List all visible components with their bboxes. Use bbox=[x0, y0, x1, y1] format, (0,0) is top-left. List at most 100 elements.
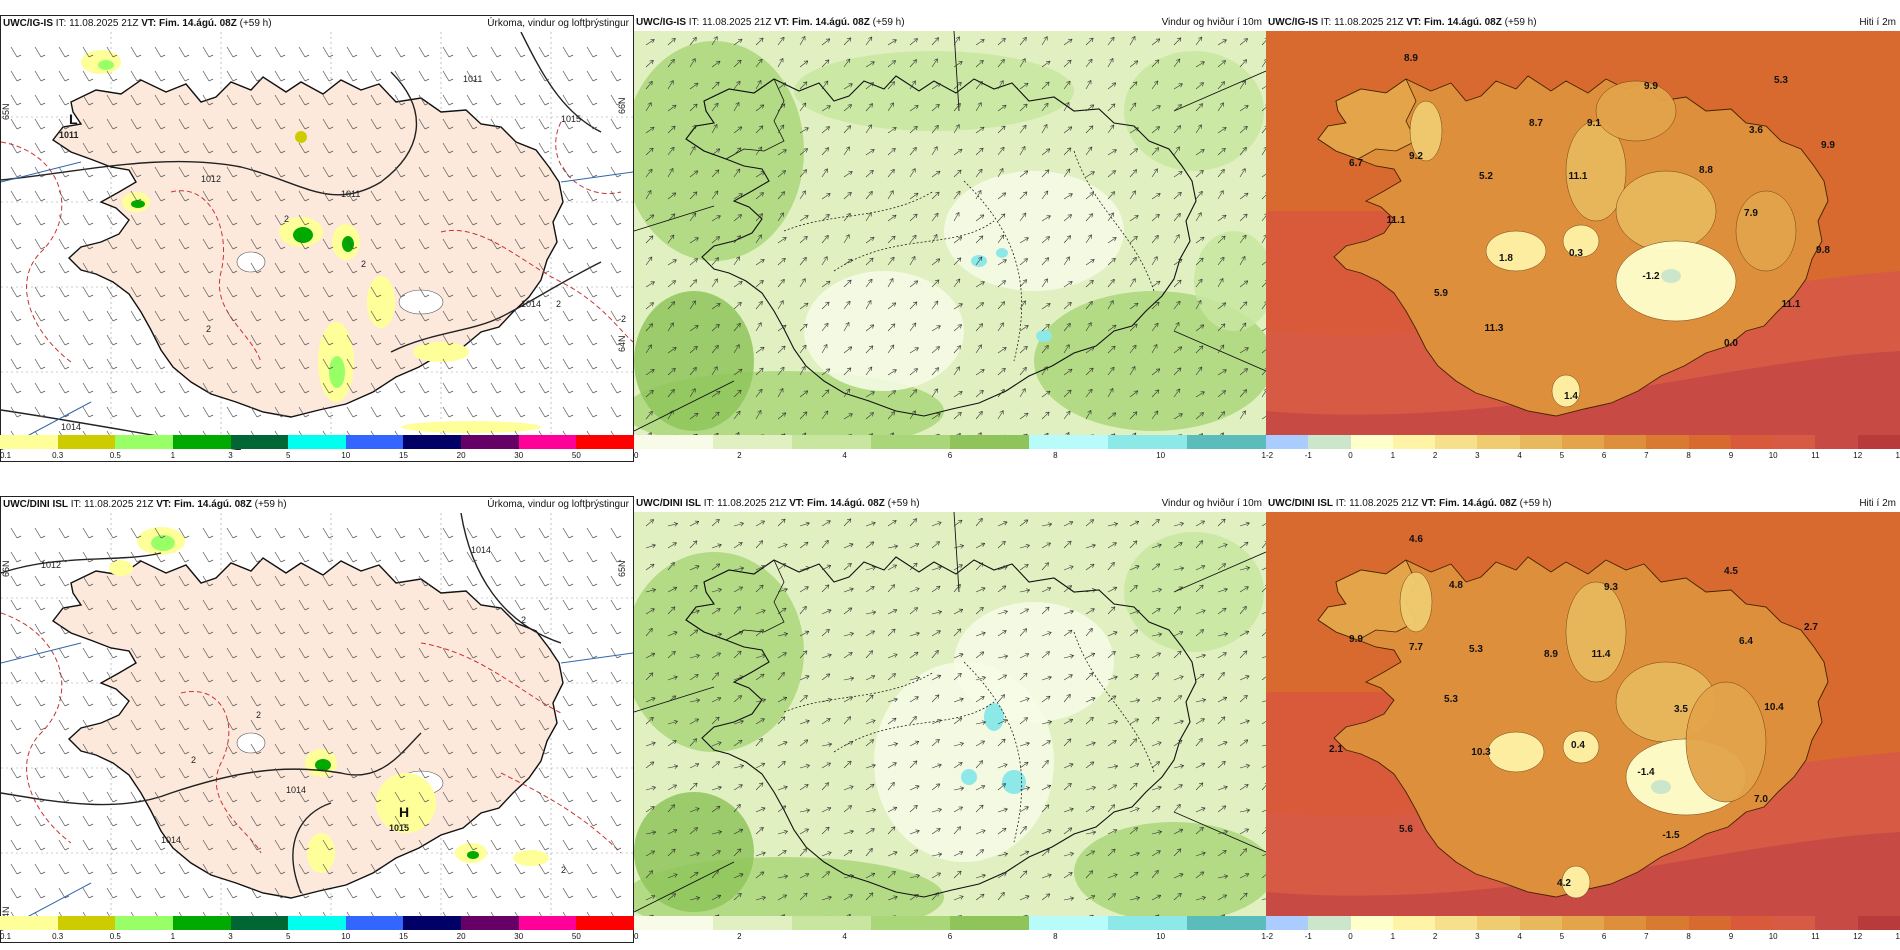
colorbar-tick-label: 10 bbox=[341, 451, 351, 460]
wind-arrow bbox=[1063, 102, 1070, 112]
temperature-value: 5.3 bbox=[1444, 694, 1458, 705]
wind-arrow bbox=[1195, 391, 1205, 398]
wind-arrow bbox=[711, 830, 722, 835]
wind-barb bbox=[562, 238, 574, 250]
wind-barb bbox=[298, 358, 310, 370]
wind-arrow bbox=[953, 826, 961, 835]
wind-barb bbox=[538, 839, 550, 851]
wind-barb bbox=[34, 334, 46, 346]
wind-barb bbox=[490, 887, 502, 899]
wind-arrow bbox=[645, 785, 656, 791]
wind-barb bbox=[34, 310, 46, 322]
wind-arrow bbox=[777, 345, 786, 354]
wind-arrow bbox=[953, 61, 963, 68]
temperature-value: 2.1 bbox=[1329, 744, 1343, 755]
wind-barb bbox=[370, 623, 382, 635]
land-iceland bbox=[51, 557, 564, 899]
wind-arrow bbox=[821, 653, 832, 659]
wind-barb bbox=[538, 142, 550, 154]
wind-arrow bbox=[821, 168, 828, 178]
wind-barb bbox=[490, 382, 502, 394]
wind-arrow bbox=[733, 606, 741, 615]
temperature-value: 4.2 bbox=[1557, 878, 1571, 889]
precip-colorbar-top bbox=[0, 435, 635, 449]
colorbar-tick-label: 7 bbox=[1644, 932, 1649, 941]
wind-barb bbox=[106, 286, 118, 298]
wind-arrow bbox=[711, 519, 720, 527]
wind-barb bbox=[514, 527, 526, 539]
model-name: UWC/DINI ISL bbox=[3, 499, 68, 510]
wind-arrow bbox=[1261, 213, 1266, 222]
wind-arrow bbox=[931, 234, 938, 244]
wind-barb bbox=[34, 719, 46, 731]
isobar-label: 1015 bbox=[561, 114, 581, 124]
colorbar-tick-label: -1 bbox=[1304, 932, 1312, 941]
wind-speed-area bbox=[954, 602, 1114, 722]
model-name: UWC/IG-IS bbox=[636, 17, 686, 28]
wind-arrow bbox=[953, 236, 963, 244]
wind-arrow bbox=[689, 258, 698, 266]
wind-barb bbox=[250, 46, 262, 58]
wind-arrow bbox=[1217, 411, 1225, 420]
grid-line bbox=[634, 380, 735, 432]
wind-arrow bbox=[1107, 848, 1116, 857]
wind-arrow bbox=[799, 60, 809, 68]
wind-barb bbox=[298, 887, 310, 899]
wind-arrow bbox=[1041, 345, 1049, 354]
wind-barb bbox=[322, 575, 334, 587]
wind-arrow bbox=[997, 521, 1008, 527]
wind-arrow bbox=[777, 279, 785, 288]
wind-arrow bbox=[1195, 278, 1203, 288]
wind-arrow bbox=[1173, 630, 1184, 637]
wind-speed-area bbox=[1194, 231, 1266, 331]
latitude-label: 64N bbox=[1, 906, 11, 923]
wind-barb bbox=[442, 286, 454, 298]
wind-barb bbox=[442, 551, 454, 563]
wind-arrow bbox=[689, 37, 697, 46]
wind-barb bbox=[154, 743, 166, 755]
wind-arrow bbox=[953, 741, 964, 747]
wind-arrow bbox=[799, 102, 807, 112]
wind-arrow bbox=[777, 412, 787, 420]
wind-barb bbox=[34, 863, 46, 875]
colorbar-tick-label: 0.3 bbox=[52, 451, 64, 460]
wind-arrow bbox=[645, 806, 655, 813]
wind-arrow bbox=[887, 60, 896, 68]
model-name: UWC/IG-IS bbox=[1268, 17, 1318, 28]
wind-arrow bbox=[1019, 146, 1026, 156]
wind-barb bbox=[538, 575, 550, 587]
wind-barb bbox=[34, 695, 46, 707]
wind-arrow bbox=[1173, 650, 1182, 659]
colorbar-tick-label: 12 bbox=[1853, 932, 1863, 941]
wind-arrow bbox=[711, 190, 719, 200]
wind-arrow bbox=[667, 542, 677, 549]
wind-barb bbox=[370, 551, 382, 563]
wind-arrow bbox=[777, 103, 786, 112]
wind-arrow bbox=[777, 170, 786, 178]
wind-barb bbox=[322, 839, 334, 851]
wind-barb bbox=[370, 743, 382, 755]
wind-barb bbox=[538, 238, 550, 250]
colorbar-swatch bbox=[1392, 435, 1436, 449]
wind-barb bbox=[418, 527, 430, 539]
wind-arrow bbox=[975, 849, 984, 857]
wind-arrow bbox=[711, 672, 719, 681]
wind-barb bbox=[10, 623, 22, 635]
wind-arrow bbox=[975, 390, 984, 398]
wind-barb bbox=[82, 863, 94, 875]
wind-barb bbox=[322, 671, 334, 683]
wind-arrow bbox=[1239, 347, 1249, 354]
wind-barb bbox=[562, 527, 574, 539]
wind-arrow bbox=[1261, 827, 1266, 835]
wind-arrow bbox=[1217, 672, 1225, 681]
wind-panel-top: UWC/IG-IS IT: 11.08.2025 21Z VT: Fim. 14… bbox=[634, 15, 1266, 462]
wind-arrow bbox=[931, 367, 939, 376]
wind-arrow bbox=[953, 608, 964, 615]
wind-barb bbox=[298, 70, 310, 82]
wind-barb bbox=[178, 142, 190, 154]
wind-barb bbox=[370, 887, 382, 899]
wind-arrow bbox=[1217, 785, 1228, 791]
wind-arrow bbox=[799, 148, 808, 156]
wind-arrow bbox=[843, 805, 852, 813]
wind-barb bbox=[394, 815, 406, 827]
